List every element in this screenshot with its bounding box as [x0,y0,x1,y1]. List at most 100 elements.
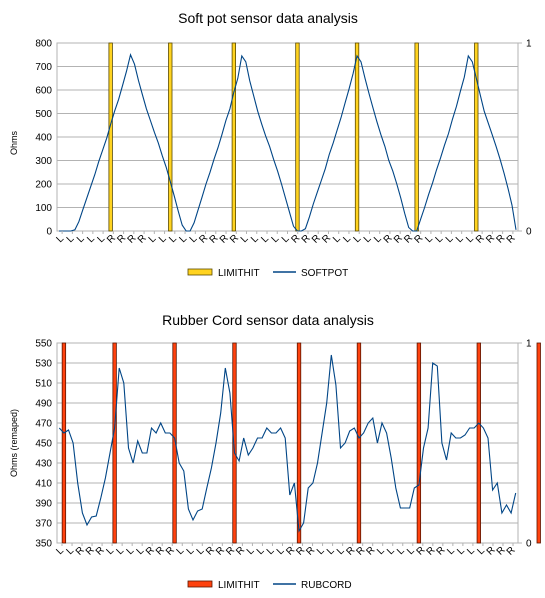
x-tick-label: L [65,233,77,245]
x-tick-label: R [505,545,518,558]
x-tick-label: R [320,233,333,246]
x-tick-label: R [164,545,177,558]
x-tick-label: L [85,233,97,245]
x-tick-label: L [54,545,66,557]
y-tick-label: 100 [35,203,52,214]
x-tick-label: L [352,233,364,245]
x-tick-label: L [375,545,387,557]
y2-tick-label: 0 [526,539,532,550]
x-tick-label: R [234,545,247,558]
limithit-bar [172,342,177,544]
x-tick-label: L [185,545,197,557]
x-tick-label: L [341,233,353,245]
y-tick-label: 800 [35,39,52,50]
x-tick-label: L [385,545,397,557]
x-tick-label: L [434,233,446,245]
x-tick-label: L [115,545,127,557]
y-tick-label: 430 [35,459,52,470]
series-line-softpot [59,53,517,232]
y-tick-label: 390 [35,499,52,510]
y-axis-label-rubber-cord: Ohms (remaped) [9,409,19,477]
x-tick-label: L [455,545,467,557]
limithit-bar [61,342,67,544]
x-tick-label: L [104,545,116,557]
y-tick-label: 500 [35,109,52,120]
limithit-bar [108,42,113,232]
limithit-bar [476,342,481,544]
limithit-bar [295,42,300,232]
x-tick-label: R [412,233,425,246]
chart-0-group: 010020030040050060070080001LLLLLRRRRLLLL… [35,39,532,280]
y-tick-label: 600 [35,86,52,97]
x-tick-label: R [505,233,518,246]
series-line-rubcord [58,354,517,533]
x-tick-label: L [175,545,187,557]
y-tick-label: 700 [35,62,52,73]
y-tick-label: 0 [46,227,52,238]
y2-tick-label: 1 [526,39,532,50]
x-tick-label: L [177,233,189,245]
y-axis-label-soft-pot: Ohms [9,131,19,156]
x-tick-label: L [75,233,87,245]
limithit-bar [232,342,237,544]
limithit-bar [416,342,422,544]
x-tick-label: L [125,545,137,557]
x-tick-label: L [325,545,337,557]
x-tick-label: L [245,545,257,557]
limithit-bar [474,42,479,232]
x-tick-label: L [362,233,374,245]
x-tick-label: L [167,233,179,245]
limithit-bar [168,42,173,232]
y-tick-label: 300 [35,156,52,167]
x-tick-label: L [259,233,271,245]
x-tick-label: R [364,545,377,558]
y-tick-label: 370 [35,519,52,530]
y-tick-label: 510 [35,379,52,390]
y-tick-label: 470 [35,419,52,430]
x-tick-label: L [255,545,267,557]
x-tick-label: L [54,233,66,245]
x-tick-label: L [239,233,251,245]
chart-title-soft-pot: Soft pot sensor data analysis [178,10,358,26]
legend-swatch-limithit [187,268,213,276]
x-tick-label: R [304,545,317,558]
x-tick-label: L [423,233,435,245]
x-tick-label: L [147,233,159,245]
y-tick-label: 550 [35,339,52,350]
x-tick-label: R [94,545,107,558]
x-tick-label: L [270,233,282,245]
x-tick-label: L [395,545,407,557]
chart-title-rubber-cord: Rubber Cord sensor data analysis [162,312,374,328]
y-tick-label: 400 [35,133,52,144]
legend-label-limithit: LIMITHIT [218,268,260,279]
limithit-bar [354,42,360,232]
x-tick-label: R [136,233,149,246]
x-tick-label: L [157,233,169,245]
y2-tick-label: 0 [526,227,532,238]
legend-label-line: RUBCORD [301,580,352,591]
x-tick-label: L [445,545,457,557]
y-tick-label: 490 [35,399,52,410]
limithit-bar [356,342,362,544]
x-tick-label: L [265,545,277,557]
x-tick-label: L [465,545,477,557]
x-tick-label: L [249,233,261,245]
legend-label-limithit: LIMITHIT [218,580,260,591]
x-tick-label: R [435,545,448,558]
x-tick-label: R [228,233,241,246]
x-tick-label: L [444,233,456,245]
y-tick-label: 200 [35,180,52,191]
chart-1-group: 35037039041043045047049051053055001LLRRR… [35,339,541,591]
plot-area [56,342,519,544]
y-tick-label: 410 [35,479,52,490]
legend-label-line: SOFTPOT [301,268,348,279]
y-tick-label: 530 [35,359,52,370]
limithit-bar [231,42,236,232]
legend-swatch-limithit [187,580,213,588]
limithit-bar [296,342,302,544]
x-tick-label: L [454,233,466,245]
limithit-bar [414,42,419,232]
limithit-bar [112,342,117,544]
x-tick-label: L [331,233,343,245]
